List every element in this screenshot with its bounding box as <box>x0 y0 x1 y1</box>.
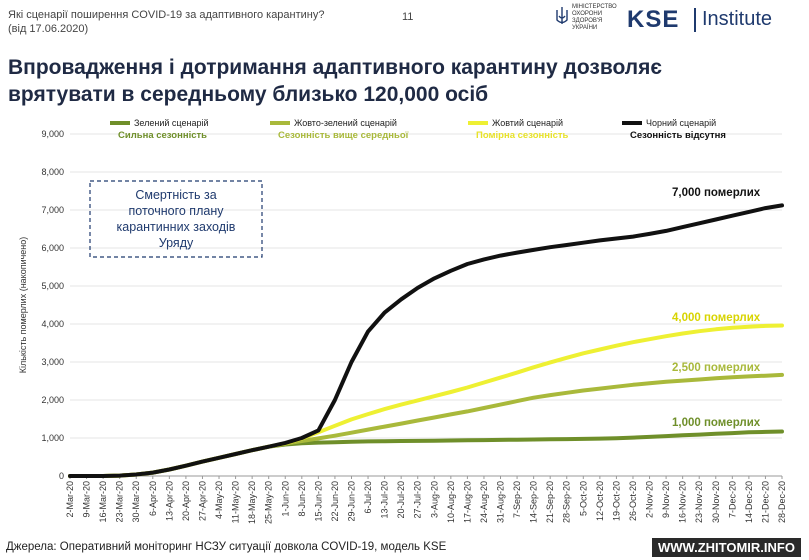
x-tick-label: 4-May-20 <box>214 481 224 519</box>
x-tick-label: 26-Oct-20 <box>628 481 638 521</box>
x-tick-label: 29-Jun-20 <box>346 481 356 522</box>
kse-institute-logo: Institute <box>702 8 773 30</box>
source-note: Джерела: Оперативний моніторинг НСЗУ сит… <box>6 541 447 553</box>
x-tick-label: 28-Dec-20 <box>777 481 787 523</box>
site-watermark: WWW.ZHITOMIR.INFO <box>652 538 801 557</box>
note-box <box>89 180 263 258</box>
header-question: Які сценарії поширення COVID-19 за адапт… <box>8 8 325 36</box>
x-tick-label: 23-Mar-20 <box>115 481 125 523</box>
y-tick-label: 5,000 <box>41 281 64 291</box>
x-tick-label: 8-Jun-20 <box>297 481 307 517</box>
note-box-line: поточного плану <box>129 204 225 218</box>
trident-icon <box>556 7 568 24</box>
y-tick-label: 0 <box>59 471 64 481</box>
legend-subtitle: Сезонність відсутня <box>630 130 726 141</box>
x-tick-label: 7-Sep-20 <box>512 481 522 518</box>
page-title-line1: Впровадження і дотримання адаптивного ка… <box>8 56 662 79</box>
x-tick-label: 28-Sep-20 <box>562 481 572 523</box>
x-tick-label: 19-Oct-20 <box>611 481 621 521</box>
x-tick-label: 5-Oct-20 <box>578 481 588 516</box>
page-title: Впровадження і дотримання адаптивного ка… <box>8 54 768 108</box>
y-tick-label: 9,000 <box>41 129 64 139</box>
y-axis-label: Кількість померлих (накопичено) <box>18 237 28 374</box>
x-tick-label: 2-Nov-20 <box>645 481 655 518</box>
x-tick-label: 16-Nov-20 <box>678 481 688 523</box>
series-annotation: 4,000 померлих <box>672 312 761 324</box>
ministry-logo: МІНІСТЕРСТВО ОХОРОНИ ЗДОРОВ'Я УКРАЇНИ <box>556 4 622 32</box>
x-tick-label: 16-Mar-20 <box>98 481 108 523</box>
legend-subtitle: Помірна сезонність <box>476 130 569 141</box>
ministry-line4: УКРАЇНИ <box>572 25 598 31</box>
x-tick-label: 10-Aug-20 <box>446 481 456 523</box>
x-tick-label: 27-Apr-20 <box>197 481 207 521</box>
note-box-line: Уряду <box>159 236 194 250</box>
x-tick-label: 1-Jun-20 <box>280 481 290 517</box>
y-tick-label: 3,000 <box>41 357 64 367</box>
note-box-line: карантинних заходів <box>117 220 236 234</box>
ministry-line3: ЗДОРОВ'Я <box>572 18 603 24</box>
x-tick-label: 3-Aug-20 <box>429 481 439 518</box>
series-line <box>68 203 784 478</box>
x-tick-label: 7-Dec-20 <box>727 481 737 518</box>
series-annotation: 7,000 померлих <box>672 187 761 199</box>
page-number: 11 <box>402 11 414 23</box>
x-tick-label: 21-Sep-20 <box>545 481 555 523</box>
x-tick-label: 14-Dec-20 <box>744 481 754 523</box>
header-question-line1: Які сценарії поширення COVID-19 за адапт… <box>8 9 325 21</box>
x-tick-label: 11-May-20 <box>231 481 241 523</box>
legend-subtitle: Сильна сезонність <box>118 130 207 141</box>
x-tick-label: 13-Apr-20 <box>164 481 174 521</box>
legend-label: Чорний сценарій <box>646 118 716 128</box>
x-tick-label: 27-Jul-20 <box>413 481 423 519</box>
x-tick-label: 17-Aug-20 <box>462 481 472 523</box>
x-tick-label: 31-Aug-20 <box>496 481 506 523</box>
x-tick-label: 30-Nov-20 <box>711 481 721 523</box>
y-tick-label: 2,000 <box>41 395 64 405</box>
x-tick-label: 30-Mar-20 <box>131 481 141 523</box>
x-tick-label: 12-Oct-20 <box>595 481 605 521</box>
logo-divider <box>694 8 696 32</box>
x-tick-label: 22-Jun-20 <box>330 481 340 522</box>
x-tick-label: 9-Mar-20 <box>82 481 92 518</box>
x-tick-label: 24-Aug-20 <box>479 481 489 523</box>
page-title-line2: врятувати в середньому близько 120,000 о… <box>8 83 489 106</box>
legend-label: Жовто-зелений сценарій <box>294 118 397 128</box>
legend-subtitle: Сезонність вище середньої <box>278 130 409 141</box>
series-annotation: 2,500 померлих <box>672 362 761 374</box>
x-tick-label: 6-Jul-20 <box>363 481 373 514</box>
note-box-line: Смертність за <box>135 188 216 202</box>
x-tick-label: 15-Jun-20 <box>313 481 323 522</box>
y-tick-label: 6,000 <box>41 243 64 253</box>
x-tick-label: 23-Nov-20 <box>694 481 704 523</box>
x-tick-label: 2-Mar-20 <box>65 481 75 518</box>
y-tick-label: 1,000 <box>41 433 64 443</box>
ministry-line1: МІНІСТЕРСТВО <box>572 4 617 10</box>
kse-logo: KSE <box>627 6 680 33</box>
series-line <box>68 323 784 478</box>
x-tick-label: 20-Jul-20 <box>396 481 406 519</box>
y-tick-label: 8,000 <box>41 167 64 177</box>
x-tick-label: 25-May-20 <box>264 481 274 524</box>
x-tick-label: 18-May-20 <box>247 481 257 524</box>
x-tick-label: 9-Nov-20 <box>661 481 671 518</box>
x-tick-label: 6-Apr-20 <box>148 481 158 516</box>
x-tick-label: 14-Sep-20 <box>529 481 539 523</box>
ministry-line2: ОХОРОНИ <box>572 11 603 17</box>
header-question-line2: (від 17.06.2020) <box>8 23 89 35</box>
x-tick-label: 20-Apr-20 <box>181 481 191 521</box>
legend-label: Жовтий сценарій <box>492 118 563 128</box>
x-tick-label: 13-Jul-20 <box>380 481 390 519</box>
series-annotation: 1,000 померлих <box>672 417 761 429</box>
legend-label: Зелений сценарій <box>134 118 209 128</box>
y-tick-label: 7,000 <box>41 205 64 215</box>
y-tick-label: 4,000 <box>41 319 64 329</box>
x-tick-label: 21-Dec-20 <box>760 481 770 523</box>
